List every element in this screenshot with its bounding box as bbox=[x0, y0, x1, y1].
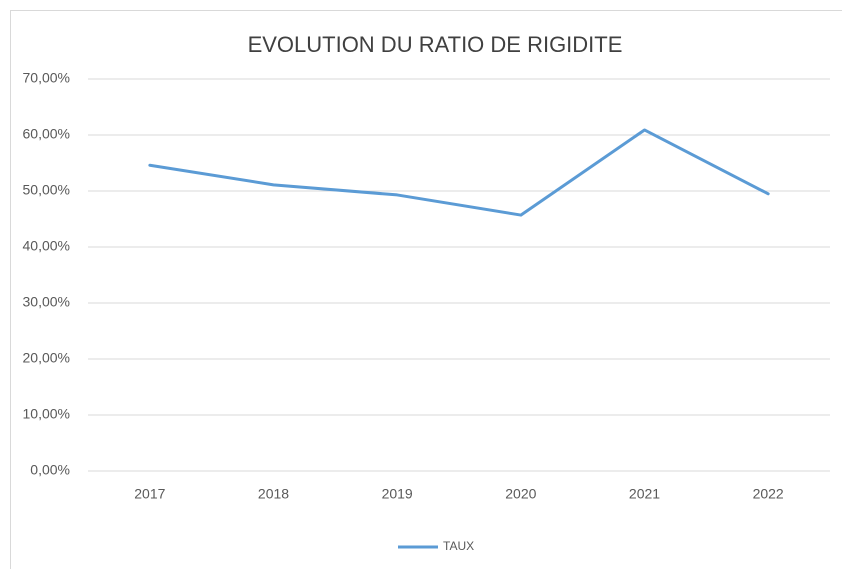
y-tick-label: 20,00% bbox=[23, 350, 70, 366]
y-tick-label: 40,00% bbox=[23, 238, 70, 254]
y-tick-label: 10,00% bbox=[23, 406, 70, 422]
y-tick-label: 0,00% bbox=[30, 462, 70, 478]
y-tick-label: 60,00% bbox=[23, 126, 70, 142]
x-tick-label: 2022 bbox=[753, 486, 784, 502]
legend-label: TAUX bbox=[443, 539, 474, 553]
y-tick-label: 50,00% bbox=[23, 182, 70, 198]
y-tick-label: 30,00% bbox=[23, 294, 70, 310]
x-tick-label: 2020 bbox=[505, 486, 536, 502]
x-tick-label: 2021 bbox=[629, 486, 660, 502]
data-line bbox=[148, 128, 770, 217]
chart-border bbox=[10, 10, 842, 569]
x-tick-label: 2018 bbox=[258, 486, 289, 502]
x-tick-label: 2019 bbox=[382, 486, 413, 502]
x-tick-label: 2017 bbox=[134, 486, 165, 502]
y-tick-label: 70,00% bbox=[23, 70, 70, 86]
chart-title: EVOLUTION DU RATIO DE RIGIDITE bbox=[248, 32, 623, 57]
